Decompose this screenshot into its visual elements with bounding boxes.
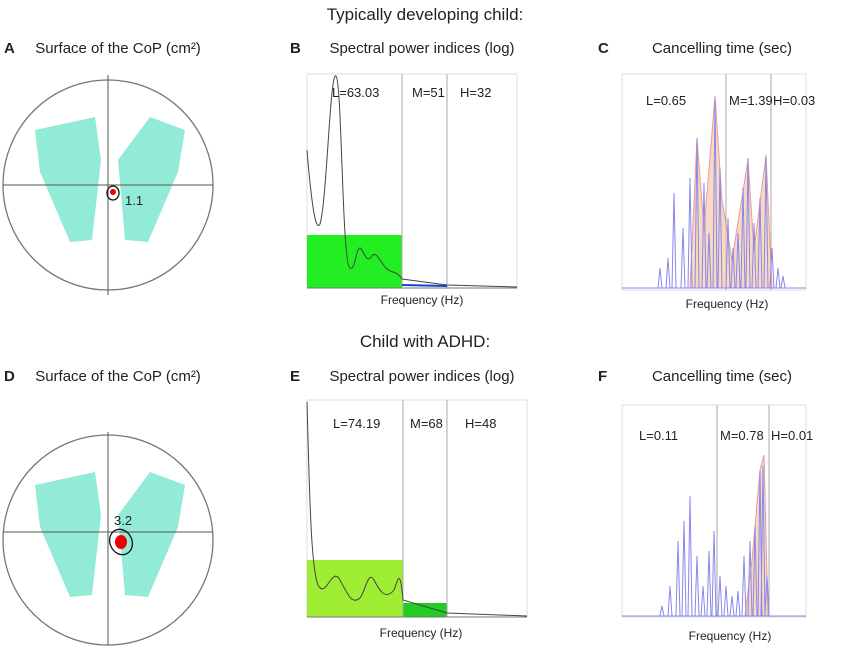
panel-title: Spectral power indices (log) — [329, 368, 514, 385]
panel-letter: F — [598, 368, 607, 385]
spectrum-plot — [306, 399, 528, 618]
panel-title: Surface of the CoP (cm²) — [35, 40, 201, 57]
trace — [659, 465, 770, 617]
cancel-plot — [621, 404, 807, 618]
cancel-plot — [621, 73, 807, 291]
cop-value: 3.2 — [114, 513, 132, 528]
band-label: L=0.11 — [639, 428, 678, 443]
band-label: M=0.78 — [720, 428, 764, 443]
panel-title: Cancelling time (sec) — [652, 368, 792, 385]
section-heading: Child with ADHD: — [360, 332, 490, 351]
trace — [657, 97, 786, 289]
band-label: M=1.39 — [729, 93, 773, 108]
x-axis-label: Frequency (Hz) — [689, 629, 772, 643]
panel-letter: C — [598, 40, 609, 57]
band-label: H=0.03 — [773, 93, 815, 108]
band-label: H=0.01 — [771, 428, 813, 443]
band-label: M=51 — [412, 85, 445, 100]
panel-letter: B — [290, 40, 301, 57]
cop-value: 1.1 — [125, 193, 143, 208]
panel-letter: D — [4, 368, 15, 385]
x-axis-label: Frequency (Hz) — [380, 626, 463, 640]
panel-title: Spectral power indices (log) — [329, 40, 514, 57]
band-label: L=0.65 — [646, 93, 686, 108]
panel-letter: E — [290, 368, 300, 385]
x-axis-label: Frequency (Hz) — [381, 293, 464, 307]
spectrum-plot — [306, 73, 518, 289]
section-heading: Typically developing child: — [327, 5, 524, 24]
band-label: M=68 — [410, 416, 443, 431]
cop-plot — [2, 432, 214, 646]
band-label: L=63.03 — [332, 85, 379, 100]
x-axis-label: Frequency (Hz) — [686, 297, 769, 311]
band-label: L=74.19 — [333, 416, 380, 431]
cop-plot — [2, 75, 214, 295]
panel-title: Cancelling time (sec) — [652, 40, 792, 57]
band-label: H=48 — [465, 416, 496, 431]
panel-letter: A — [4, 40, 15, 57]
panel-title: Surface of the CoP (cm²) — [35, 368, 201, 385]
band-label: H=32 — [460, 85, 491, 100]
